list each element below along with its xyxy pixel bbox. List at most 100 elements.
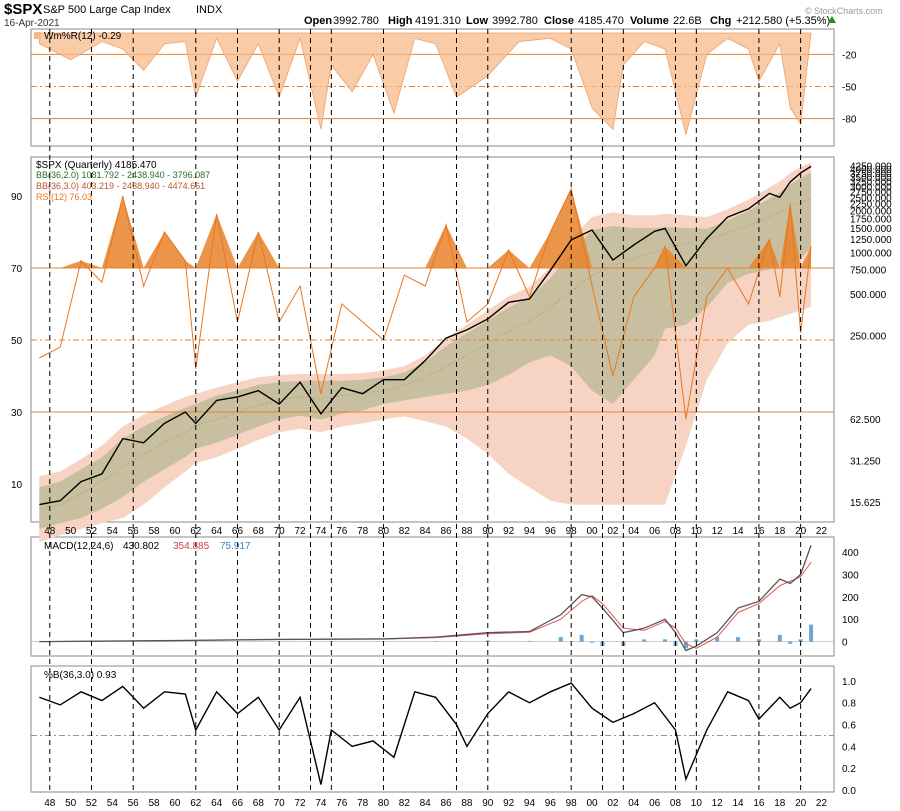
price-tick-label: 4000.000	[850, 165, 892, 176]
x-tick-label-mid: 16	[753, 526, 765, 537]
x-tick-label-bottom: 68	[253, 798, 265, 809]
macd-hist-bar	[663, 639, 668, 642]
macd-hist-bar	[590, 641, 595, 643]
x-tick-label-bottom: 98	[566, 798, 578, 809]
x-tick-label-mid: 02	[607, 526, 619, 537]
percentb-tick-label: 0.8	[842, 699, 856, 710]
x-tick-label-bottom: 16	[753, 798, 765, 809]
macd-hist-bar	[579, 634, 584, 642]
price-tick-label: 2250.000	[850, 200, 892, 211]
macd-signal-value: 354.885	[173, 541, 210, 552]
bb2-band	[39, 172, 812, 529]
macd-hist-bar	[527, 640, 532, 642]
macd-line	[39, 545, 812, 652]
x-tick-label-bottom: 02	[607, 798, 619, 809]
high-value: 4191.310	[415, 15, 461, 27]
x-tick-label-bottom: 70	[274, 798, 286, 809]
ohlc-readout: Open 3992.780 High 4191.310 Low 3992.780…	[304, 15, 836, 27]
x-tick-label-mid: 84	[420, 526, 432, 537]
x-tick-label-bottom: 90	[482, 798, 494, 809]
x-tick-label-bottom: 84	[420, 798, 432, 809]
x-tick-label-bottom: 06	[649, 798, 661, 809]
x-tick-label-mid: 48	[44, 526, 56, 537]
open-label: Open	[304, 15, 332, 27]
x-tick-label-bottom: 76	[336, 798, 348, 809]
rsi-tick-label: 30	[11, 408, 23, 419]
price-panel: 4250.0004000.0003750.0003500.0003250.000…	[11, 161, 892, 543]
x-tick-label-mid: 66	[232, 526, 244, 537]
x-tick-label-bottom: 86	[440, 798, 452, 809]
low-value: 3992.780	[492, 15, 538, 27]
rsi-line	[39, 187, 812, 420]
index-name: S&P 500 Large Cap Index	[43, 4, 171, 16]
price-tick-label: 1000.000	[850, 248, 892, 259]
volume-value: 22.6B	[673, 15, 702, 27]
macd-hist-bar	[715, 637, 720, 642]
percentb-tick-label: 0.0	[842, 786, 856, 797]
x-tick-label-bottom: 64	[211, 798, 223, 809]
x-tick-label-bottom: 08	[670, 798, 682, 809]
price-tick-label: 750.000	[850, 266, 887, 277]
x-tick-label-mid: 06	[649, 526, 661, 537]
x-tick-label-bottom: 22	[816, 798, 828, 809]
x-tick-label-bottom: 66	[232, 798, 244, 809]
x-tick-label-bottom: 56	[128, 798, 140, 809]
close-value: 4185.470	[578, 15, 624, 27]
up-triangle-icon	[828, 16, 836, 23]
x-tick-label-bottom: 20	[795, 798, 807, 809]
x-tick-label-bottom: 92	[503, 798, 515, 809]
x-tick-label-mid: 50	[65, 526, 77, 537]
price-tick-label: 4250.000	[850, 161, 892, 172]
percentb-tick-label: 0.2	[842, 764, 856, 775]
macd-panel: 400 300 200 100 0	[31, 545, 859, 652]
price-tick-label: 1500.000	[850, 224, 892, 235]
chg-value: +212.580 (+5.35%)	[736, 15, 830, 27]
price-tick-label: 15.625	[850, 498, 881, 509]
x-tick-label-mid: 64	[211, 526, 223, 537]
x-tick-label-bottom: 10	[691, 798, 703, 809]
x-tick-label-mid: 04	[628, 526, 640, 537]
macd-hist-bar	[788, 641, 793, 644]
price-legend-text: $SPX (Quarterly) 4185.470	[36, 160, 157, 171]
bb3-legend-text: BB(36,3.0) 403.219 - 2438.940 - 4474.661	[36, 181, 205, 191]
percentb-tick-label: 0.6	[842, 721, 856, 732]
x-tick-label-bottom: 18	[774, 798, 786, 809]
willr-tick-label: -50	[842, 83, 857, 94]
percentb-line	[39, 682, 812, 785]
willr-area	[38, 32, 812, 135]
price-tick-label: 3250.000	[850, 178, 892, 189]
price-tick-label: 500.000	[850, 290, 887, 301]
bb2-legend-text: BB(36,2.0) 1081.792 - 2438.940 - 3796.08…	[36, 170, 210, 180]
rsi-tick-label: 50	[11, 336, 23, 347]
macd-hist-bar	[736, 637, 741, 642]
x-axis-labels: 48 48 50 50 52 52 54 54 56 56 58 58 60 60 62 62 64 64 66 66…	[44, 526, 827, 809]
macd-hist-bar	[694, 639, 699, 642]
willr-panel: -20 -50 -80	[31, 32, 857, 135]
x-tick-label-mid: 78	[357, 526, 369, 537]
macd-hist-bar	[809, 624, 814, 642]
high-label: High	[388, 15, 413, 27]
x-tick-label-mid: 76	[336, 526, 348, 537]
price-tick-label: 3750.000	[850, 169, 892, 180]
willr-tick-label: -80	[842, 115, 857, 126]
percentb-panel-frame	[30, 665, 835, 793]
bb3-band	[39, 162, 812, 543]
percentb-tick-label: 0.4	[842, 742, 856, 753]
x-tick-label-mid: 12	[712, 526, 724, 537]
date: 16-Apr-2021	[4, 18, 60, 29]
x-tick-label-mid: 14	[732, 526, 744, 537]
price-legend: $SPX (Quarterly) 4185.470 BB(36,2.0) 108…	[36, 160, 210, 202]
x-tick-label-bottom: 00	[586, 798, 598, 809]
willr-panel-frame	[30, 28, 835, 147]
price-tick-label: 31.250	[850, 457, 881, 468]
symbol: $SPX	[4, 1, 42, 18]
price-tick-label: 2000.000	[850, 207, 892, 218]
close-label: Close	[544, 15, 574, 27]
exchange: INDX	[196, 4, 223, 16]
macd-panel-frame	[30, 536, 835, 657]
x-tick-label-bottom: 72	[294, 798, 306, 809]
x-tick-label-bottom: 14	[732, 798, 744, 809]
x-tick-label-mid: 98	[566, 526, 578, 537]
x-tick-label-bottom: 54	[107, 798, 119, 809]
